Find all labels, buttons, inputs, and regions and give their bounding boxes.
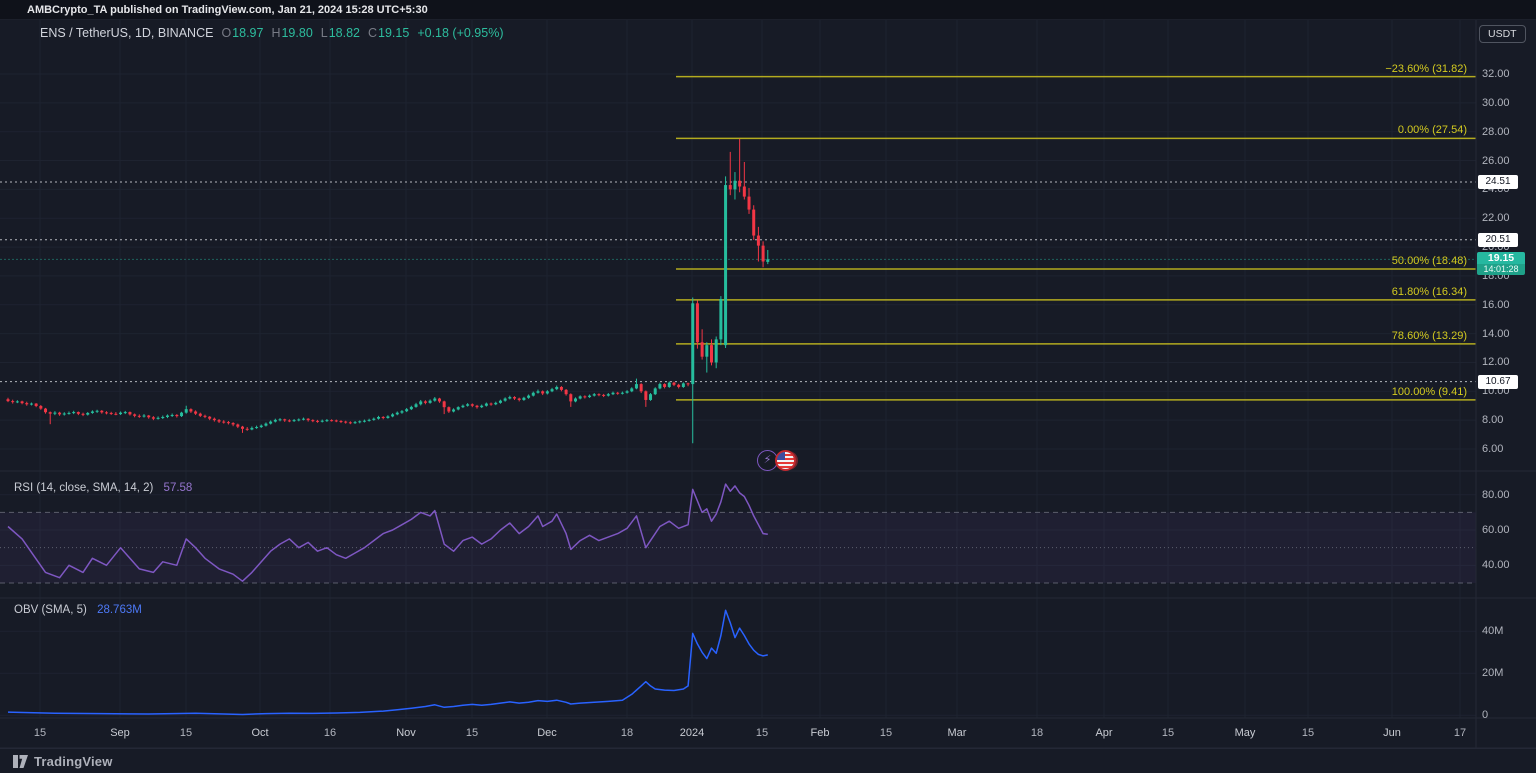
price-line-label: 24.51: [1478, 175, 1518, 190]
obv-scale-tick[interactable]: 0: [1482, 709, 1489, 722]
publisher-bar: AMBCrypto_TA published on TradingView.co…: [0, 0, 1536, 20]
time-axis-label[interactable]: May: [1234, 727, 1256, 739]
currency-unit-button[interactable]: USDT: [1479, 25, 1526, 43]
rsi-legend[interactable]: RSI (14, close, SMA, 14, 2) 57.58: [14, 482, 192, 494]
obv-legend[interactable]: OBV (SMA, 5) 28.763M: [14, 604, 142, 616]
tradingview-logo-icon: [13, 754, 28, 768]
price-scale-tick[interactable]: 30.00: [1482, 96, 1510, 109]
last-price-label: 19.15 14:01:28: [1477, 252, 1525, 276]
price-scale-tick[interactable]: 12.00: [1482, 356, 1510, 369]
rsi-value: 57.58: [163, 482, 193, 494]
time-axis-label[interactable]: 15: [755, 727, 769, 739]
reaction-badges: ⚡: [757, 450, 796, 471]
price-change: +0.18 (+0.95%): [417, 26, 504, 40]
ohlc-open-value: 18.97: [232, 26, 264, 40]
time-axis-label[interactable]: 17: [1453, 727, 1467, 739]
flag-badge-icon[interactable]: [775, 450, 796, 471]
time-axis-label[interactable]: 15: [179, 727, 193, 739]
time-axis-label[interactable]: Nov: [396, 727, 416, 739]
ohlc-high-value: 19.80: [281, 26, 313, 40]
fib-level-label: 78.60% (13.29): [1391, 329, 1467, 342]
rsi-scale-tick[interactable]: 40.00: [1482, 559, 1510, 572]
time-axis-label[interactable]: 18: [1030, 727, 1044, 739]
time-axis-label[interactable]: 15: [465, 727, 479, 739]
ohlc-high-key: H: [271, 26, 281, 40]
price-scale-tick[interactable]: 22.00: [1482, 212, 1510, 225]
tradingview-brand: TradingView: [34, 753, 113, 769]
footer-bar: TradingView: [0, 748, 1536, 773]
fib-level-label: 61.80% (16.34): [1391, 285, 1467, 298]
time-axis-label[interactable]: Jun: [1383, 727, 1401, 739]
time-axis-label[interactable]: Mar: [947, 727, 967, 739]
price-scale-tick[interactable]: 26.00: [1482, 154, 1510, 167]
obv-scale-tick[interactable]: 40M: [1482, 625, 1504, 638]
price-line-label: 20.51: [1478, 232, 1518, 247]
time-axis-label[interactable]: Sep: [110, 727, 130, 739]
bar-countdown: 14:01:28: [1477, 264, 1525, 276]
publisher-text: AMBCrypto_TA published on TradingView.co…: [27, 4, 428, 16]
obv-scale-tick[interactable]: 20M: [1482, 667, 1504, 680]
price-scale-tick[interactable]: 6.00: [1482, 442, 1504, 455]
fib-level-label: 0.00% (27.54): [1397, 124, 1467, 137]
fib-level-label: 50.00% (18.48): [1391, 254, 1467, 267]
time-axis-label[interactable]: Dec: [537, 727, 557, 739]
ohlc-low-key: L: [320, 26, 328, 40]
obv-value: 28.763M: [97, 604, 142, 616]
rsi-scale-tick[interactable]: 60.00: [1482, 524, 1510, 537]
time-axis-label[interactable]: Apr: [1095, 727, 1113, 739]
ohlc-close-value: 19.15: [378, 26, 410, 40]
fib-level-label: 100.00% (9.41): [1391, 385, 1467, 398]
time-axis-label[interactable]: 18: [620, 727, 634, 739]
price-scale-tick[interactable]: 14.00: [1482, 327, 1510, 340]
time-axis-label[interactable]: 16: [323, 727, 337, 739]
time-axis-label[interactable]: 15: [879, 727, 893, 739]
tradingview-logo[interactable]: TradingView: [12, 754, 113, 769]
time-axis-label[interactable]: Oct: [251, 727, 269, 739]
ohlc-close-key: C: [368, 26, 378, 40]
fib-level-label: −23.60% (31.82): [1385, 62, 1467, 75]
symbol-title[interactable]: ENS / TetherUS, 1D, BINANCE: [40, 26, 214, 40]
time-axis-label[interactable]: 2024: [679, 727, 705, 739]
time-axis-label[interactable]: 15: [33, 727, 47, 739]
rsi-legend-title[interactable]: RSI (14, close, SMA, 14, 2): [14, 482, 154, 494]
ohlc-open-key: O: [221, 26, 232, 40]
symbol-info-row: ENS / TetherUS, 1D, BINANCE O18.97 H19.80 L…: [40, 26, 503, 40]
price-scale-tick[interactable]: 32.00: [1482, 68, 1510, 80]
price-line-label: 10.67: [1478, 374, 1518, 389]
time-axis-label[interactable]: 15: [1161, 727, 1175, 739]
obv-legend-title[interactable]: OBV (SMA, 5): [14, 604, 87, 616]
price-scale-tick[interactable]: 8.00: [1482, 414, 1504, 427]
last-price-value: 19.15: [1477, 252, 1525, 265]
rsi-scale-tick[interactable]: 80.00: [1482, 488, 1510, 501]
ohlc-low-value: 18.82: [328, 26, 360, 40]
price-scale-tick[interactable]: 28.00: [1482, 125, 1510, 138]
price-scale-tick[interactable]: 16.00: [1482, 298, 1510, 311]
time-axis-label[interactable]: Feb: [810, 727, 830, 739]
time-axis-label[interactable]: 15: [1301, 727, 1315, 739]
